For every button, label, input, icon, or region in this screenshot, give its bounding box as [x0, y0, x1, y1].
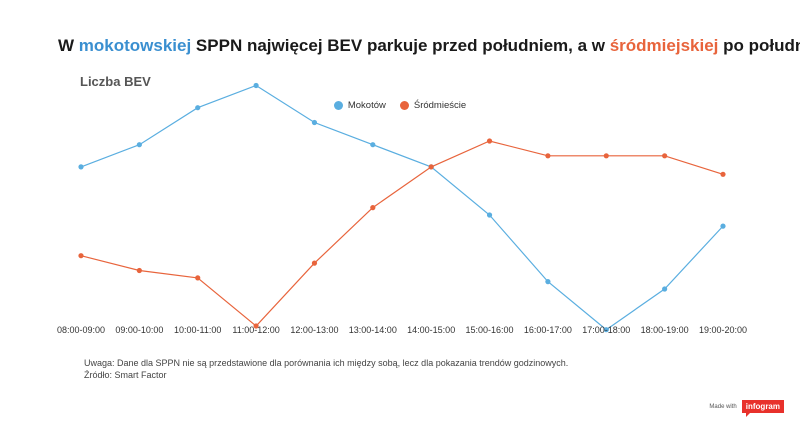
data-point-mokotow[interactable]: [136, 142, 142, 148]
data-point-srodmiescie[interactable]: [662, 153, 668, 159]
data-point-mokotow[interactable]: [486, 212, 493, 218]
data-point-srodmiescie[interactable]: [486, 138, 493, 144]
data-point-srodmiescie[interactable]: [311, 260, 318, 266]
chart-legend: Mokotów Śródmieście: [0, 100, 800, 111]
x-tick-label: 08:00-09:00: [57, 325, 105, 335]
data-point-srodmiescie[interactable]: [370, 205, 376, 211]
data-point-mokotow[interactable]: [603, 327, 609, 333]
series-line-srodmiescie: [80, 140, 724, 327]
legend-item-srodmiescie[interactable]: Śródmieście: [399, 100, 467, 111]
data-point-mokotow[interactable]: [370, 142, 376, 148]
data-point-mokotow[interactable]: [253, 82, 259, 89]
y-axis-label: Liczba BEV: [80, 74, 151, 89]
title-part-3: po południu: [723, 36, 800, 55]
x-tick-label: 18:00-19:00: [641, 325, 689, 335]
note-source: Źródło: Smart Factor: [84, 370, 167, 380]
data-point-srodmiescie[interactable]: [428, 164, 434, 170]
made-with-badge[interactable]: Made with infogram: [709, 400, 784, 417]
x-tick-label: 09:00-10:00: [115, 325, 163, 335]
data-point-mokotow[interactable]: [662, 286, 668, 292]
data-point-srodmiescie[interactable]: [720, 171, 726, 177]
x-tick-label: 10:00-11:00: [174, 325, 221, 335]
data-point-srodmiescie[interactable]: [253, 323, 259, 329]
series-line-mokotow: [80, 84, 724, 331]
legend-label-srodmiescie: Śródmieście: [413, 100, 467, 111]
data-point-mokotow[interactable]: [195, 105, 201, 111]
x-tick-label: 19:00-20:00: [699, 325, 747, 335]
data-point-mokotow[interactable]: [311, 119, 318, 126]
legend-dot-srodmiescie: [399, 101, 409, 110]
x-tick-label: 15:00-16:00: [466, 325, 514, 335]
data-point-mokotow[interactable]: [720, 223, 726, 229]
data-point-srodmiescie[interactable]: [195, 275, 201, 281]
x-tick-label: 12:00-13:00: [290, 325, 338, 335]
infogram-logo: infogram: [741, 400, 784, 417]
data-point-srodmiescie[interactable]: [603, 153, 609, 159]
title-highlight-mokotowskiej: mokotowskiej: [78, 36, 192, 55]
x-tick-label: 14:00-15:00: [407, 325, 455, 335]
title-highlight-srodmiejskiej: śródmiejskiej: [609, 36, 719, 55]
legend-dot-mokotow: [333, 101, 343, 110]
x-tick-label: 17:00-18:00: [582, 325, 630, 335]
x-tick-label: 13:00-14:00: [349, 325, 397, 335]
legend-item-mokotow[interactable]: Mokotów: [333, 100, 386, 111]
chart-note: Uwaga: Dane dla SPPN nie są przedstawion…: [84, 357, 568, 381]
x-tick-label: 11:00-12:00: [232, 325, 279, 335]
chart-title: W mokotowskiej SPPN najwięcej BEV parkuj…: [58, 36, 800, 56]
data-point-mokotow[interactable]: [78, 164, 84, 170]
data-point-mokotow[interactable]: [545, 279, 551, 285]
x-tick-label: 16:00-17:00: [524, 325, 572, 335]
title-part-2: SPPN najwięcej BEV parkuje przed południ…: [191, 36, 610, 55]
note-remark: Uwaga: Dane dla SPPN nie są przedstawion…: [84, 358, 569, 368]
legend-label-mokotow: Mokotów: [347, 100, 386, 111]
data-point-srodmiescie[interactable]: [78, 253, 84, 259]
data-point-srodmiescie[interactable]: [545, 153, 551, 159]
made-with-text: Made with: [709, 403, 737, 410]
data-point-srodmiescie[interactable]: [136, 267, 142, 274]
title-part-1: W: [58, 36, 79, 55]
